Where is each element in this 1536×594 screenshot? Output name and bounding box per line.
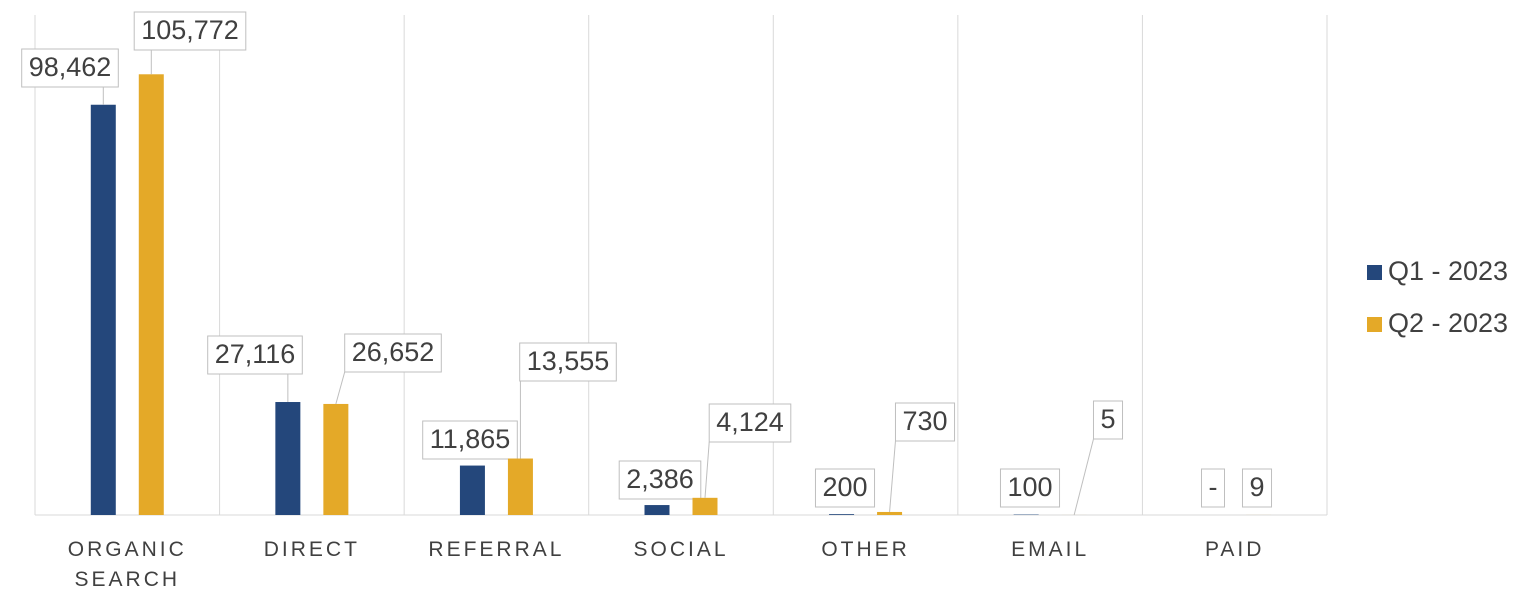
data-label-box	[519, 342, 617, 382]
data-label: 200	[822, 472, 867, 502]
data-label-box	[814, 468, 876, 508]
data-label-box	[999, 468, 1061, 508]
leader-line	[889, 440, 896, 512]
data-label-box	[708, 403, 792, 443]
data-label-box	[21, 48, 119, 88]
data-label-box	[1092, 400, 1124, 440]
leader-line	[335, 371, 346, 405]
data-label-box	[894, 402, 956, 442]
data-label-box	[133, 11, 247, 51]
data-label-box	[1241, 468, 1273, 508]
legend-label: Q1 - 2023	[1388, 256, 1508, 286]
legend-swatch	[1367, 265, 1382, 280]
x-tick-label: DIRECT	[263, 538, 360, 561]
leader-line	[704, 441, 710, 498]
data-label-box	[618, 460, 702, 500]
data-label: 13,555	[527, 346, 610, 376]
data-label: 5	[1100, 404, 1115, 434]
x-tick-label: SOCIAL	[633, 538, 729, 561]
bar	[323, 403, 349, 515]
bar	[692, 497, 718, 515]
x-tick-label: PAID	[1204, 538, 1265, 561]
data-label: 105,772	[141, 15, 239, 45]
x-tick-label: OTHER	[821, 538, 910, 561]
legend-swatch	[1367, 317, 1382, 332]
bar	[459, 465, 485, 515]
bar	[275, 402, 301, 515]
legend-label: Q2 - 2023	[1388, 308, 1508, 338]
bar	[507, 458, 533, 515]
data-label-box	[344, 333, 442, 373]
data-label-box	[207, 335, 303, 375]
x-tick-label: REFERRAL	[428, 538, 565, 561]
bar	[138, 74, 164, 516]
data-label: 730	[902, 406, 947, 436]
data-label: 9	[1249, 472, 1264, 502]
bar	[829, 514, 855, 515]
bar	[877, 511, 903, 515]
data-label: 26,652	[352, 337, 435, 367]
data-label: 4,124	[716, 407, 784, 437]
data-label: 2,386	[626, 464, 694, 494]
data-label: 100	[1007, 472, 1052, 502]
data-label: 98,462	[29, 52, 112, 82]
data-label-box	[422, 420, 518, 460]
x-tick-label: ORGANIC SEARCH	[67, 538, 187, 591]
data-label: -	[1209, 472, 1218, 502]
x-tick-label: EMAIL	[1011, 538, 1090, 561]
leader-line	[1073, 438, 1094, 516]
bar	[644, 505, 670, 515]
bar	[90, 104, 116, 515]
data-label: 11,865	[430, 424, 511, 454]
data-label-box	[1201, 468, 1225, 508]
data-label: 27,116	[215, 339, 296, 369]
